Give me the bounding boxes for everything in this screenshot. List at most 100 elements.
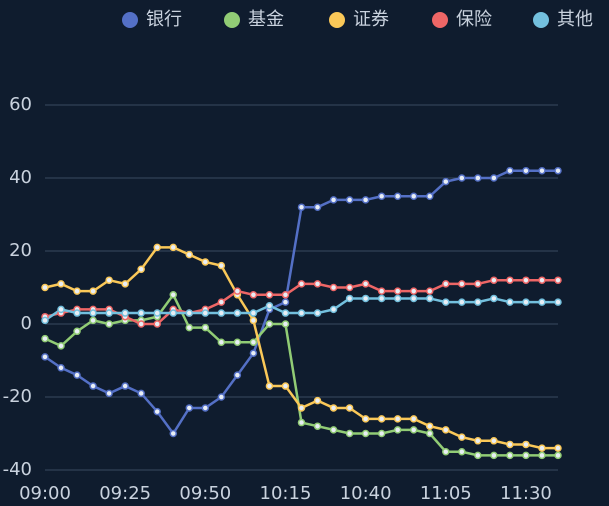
- data-point: [377, 192, 386, 200]
- data-point: [297, 404, 306, 412]
- data-point: [57, 342, 65, 350]
- data-point: [313, 422, 322, 430]
- data-point: [426, 287, 434, 295]
- data-point: [169, 291, 177, 299]
- x-tick-label: 09:25: [99, 483, 151, 504]
- data-point: [233, 371, 242, 379]
- data-point: [137, 320, 145, 328]
- data-point: [506, 276, 514, 284]
- y-tick-label: 40: [9, 167, 32, 188]
- legend-label: 其他: [557, 9, 593, 30]
- data-point: [538, 166, 546, 175]
- data-point: [265, 382, 274, 390]
- y-tick-label: 60: [9, 94, 32, 115]
- data-point: [73, 287, 81, 295]
- data-point: [377, 287, 386, 295]
- data-point: [361, 280, 370, 288]
- data-point: [506, 440, 514, 449]
- data-point: [297, 203, 306, 211]
- data-point: [185, 309, 194, 317]
- data-point: [361, 294, 370, 303]
- data-point: [249, 291, 258, 299]
- data-point: [185, 323, 194, 332]
- data-point: [281, 382, 290, 390]
- data-point: [426, 294, 434, 303]
- data-point: [169, 429, 177, 438]
- data-point: [57, 280, 65, 288]
- data-point: [105, 309, 113, 317]
- data-point: [345, 429, 354, 438]
- data-point: [442, 448, 450, 456]
- data-point: [442, 280, 450, 288]
- data-point: [361, 429, 370, 438]
- legend-label: 保险: [456, 9, 492, 30]
- data-point: [169, 243, 177, 252]
- data-point: [458, 298, 466, 306]
- data-point: [201, 323, 210, 332]
- data-point: [281, 309, 290, 317]
- x-tick-label: 09:50: [179, 483, 231, 504]
- data-point: [217, 393, 226, 401]
- data-point: [426, 429, 434, 438]
- data-point: [313, 203, 322, 211]
- data-point: [522, 166, 530, 175]
- data-point: [345, 283, 354, 292]
- data-point: [217, 338, 226, 346]
- data-point: [169, 309, 177, 317]
- data-point: [57, 364, 65, 372]
- y-tick-label: -20: [3, 386, 32, 407]
- data-point: [409, 426, 418, 434]
- data-point: [281, 320, 290, 328]
- data-point: [474, 280, 482, 288]
- data-point: [474, 437, 482, 445]
- data-point: [490, 174, 498, 182]
- data-point: [458, 433, 466, 441]
- data-point: [41, 283, 49, 292]
- data-point: [153, 243, 161, 252]
- data-point: [522, 298, 530, 306]
- data-point: [554, 451, 562, 460]
- data-point: [217, 298, 226, 306]
- data-point: [249, 349, 258, 357]
- data-point: [490, 276, 498, 284]
- data-point: [249, 338, 258, 346]
- data-point: [89, 316, 97, 325]
- x-tick-label: 10:15: [260, 483, 312, 504]
- data-point: [185, 404, 194, 412]
- data-point: [474, 298, 482, 306]
- x-tick-label: 09:00: [19, 483, 71, 504]
- data-point: [121, 309, 129, 317]
- data-point: [345, 404, 354, 412]
- data-point: [329, 404, 338, 412]
- data-point: [233, 287, 242, 295]
- data-point: [73, 371, 81, 379]
- data-point: [490, 451, 498, 460]
- data-point: [377, 429, 386, 438]
- data-point: [201, 309, 210, 317]
- y-tick-label: 20: [9, 240, 32, 261]
- data-point: [185, 250, 194, 259]
- x-tick-label: 11:30: [500, 483, 552, 504]
- data-point: [201, 404, 210, 412]
- y-tick-label: -40: [3, 459, 32, 480]
- data-point: [442, 298, 450, 306]
- data-point: [377, 294, 386, 303]
- data-point: [458, 280, 466, 288]
- legend-marker: [329, 12, 345, 28]
- data-point: [506, 298, 514, 306]
- data-point: [313, 396, 322, 405]
- data-point: [474, 451, 482, 460]
- data-point: [522, 276, 530, 284]
- data-point: [313, 309, 322, 317]
- legend-marker: [533, 12, 549, 28]
- data-point: [554, 276, 562, 284]
- data-point: [538, 276, 546, 284]
- legend-marker: [122, 12, 138, 28]
- data-point: [442, 426, 450, 434]
- data-point: [89, 309, 97, 317]
- data-point: [522, 451, 530, 460]
- data-point: [426, 422, 434, 430]
- data-point: [73, 309, 81, 317]
- data-point: [522, 440, 530, 449]
